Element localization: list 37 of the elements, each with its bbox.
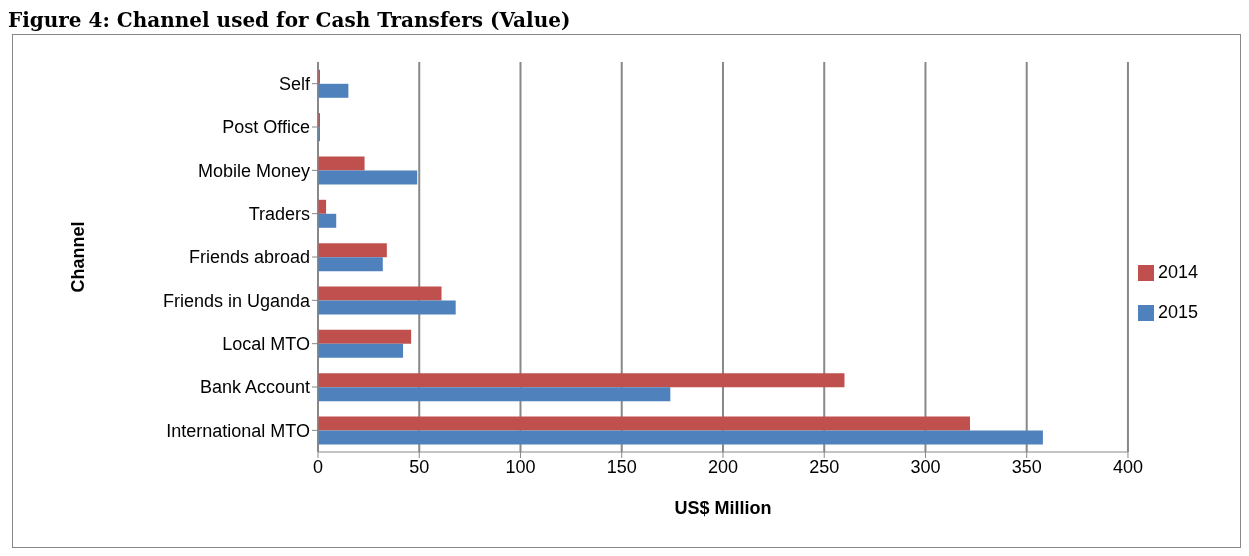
x-tick-label: 200	[707, 456, 738, 477]
bar	[318, 213, 337, 228]
y-tick-label: Traders	[248, 204, 310, 225]
bar	[318, 430, 1043, 445]
x-tick-label: 50	[409, 456, 430, 477]
bar	[318, 373, 845, 388]
bar	[318, 286, 442, 301]
bar	[318, 257, 383, 272]
y-tick-label: Post Office	[222, 117, 310, 138]
legend-label: 2014	[1157, 262, 1198, 282]
chart-title: Figure 4: Channel used for Cash Transfers (Value)	[8, 8, 572, 32]
y-tick-label: Friends in Uganda	[162, 290, 311, 311]
bar	[318, 170, 418, 185]
x-tick-label: 100	[505, 456, 536, 477]
x-axis-title: US$ Million	[674, 498, 772, 518]
bar	[318, 416, 971, 431]
bar	[318, 387, 671, 402]
y-tick-label: Mobile Money	[197, 160, 310, 181]
x-tick-label: 350	[1011, 456, 1042, 477]
y-axis-title: Channel	[68, 221, 89, 293]
bar	[318, 343, 404, 358]
x-tick-label: 0	[312, 456, 324, 477]
y-tick-label: Local MTO	[222, 334, 310, 355]
bar	[318, 83, 349, 98]
legend-label: 2015	[1157, 302, 1198, 322]
bar	[318, 156, 365, 171]
bar	[318, 243, 387, 258]
x-tick-label: 300	[910, 456, 941, 477]
bar	[318, 300, 456, 315]
x-tick-label: 150	[606, 456, 637, 477]
y-tick-label: International MTO	[166, 420, 310, 441]
x-tick-label: 250	[809, 456, 840, 477]
y-tick-label: Self	[278, 74, 311, 95]
bar	[318, 329, 412, 344]
y-tick-label: Friends abroad	[188, 247, 310, 268]
x-tick-label: 400	[1112, 456, 1143, 477]
y-tick-label: Bank Account	[199, 377, 310, 398]
